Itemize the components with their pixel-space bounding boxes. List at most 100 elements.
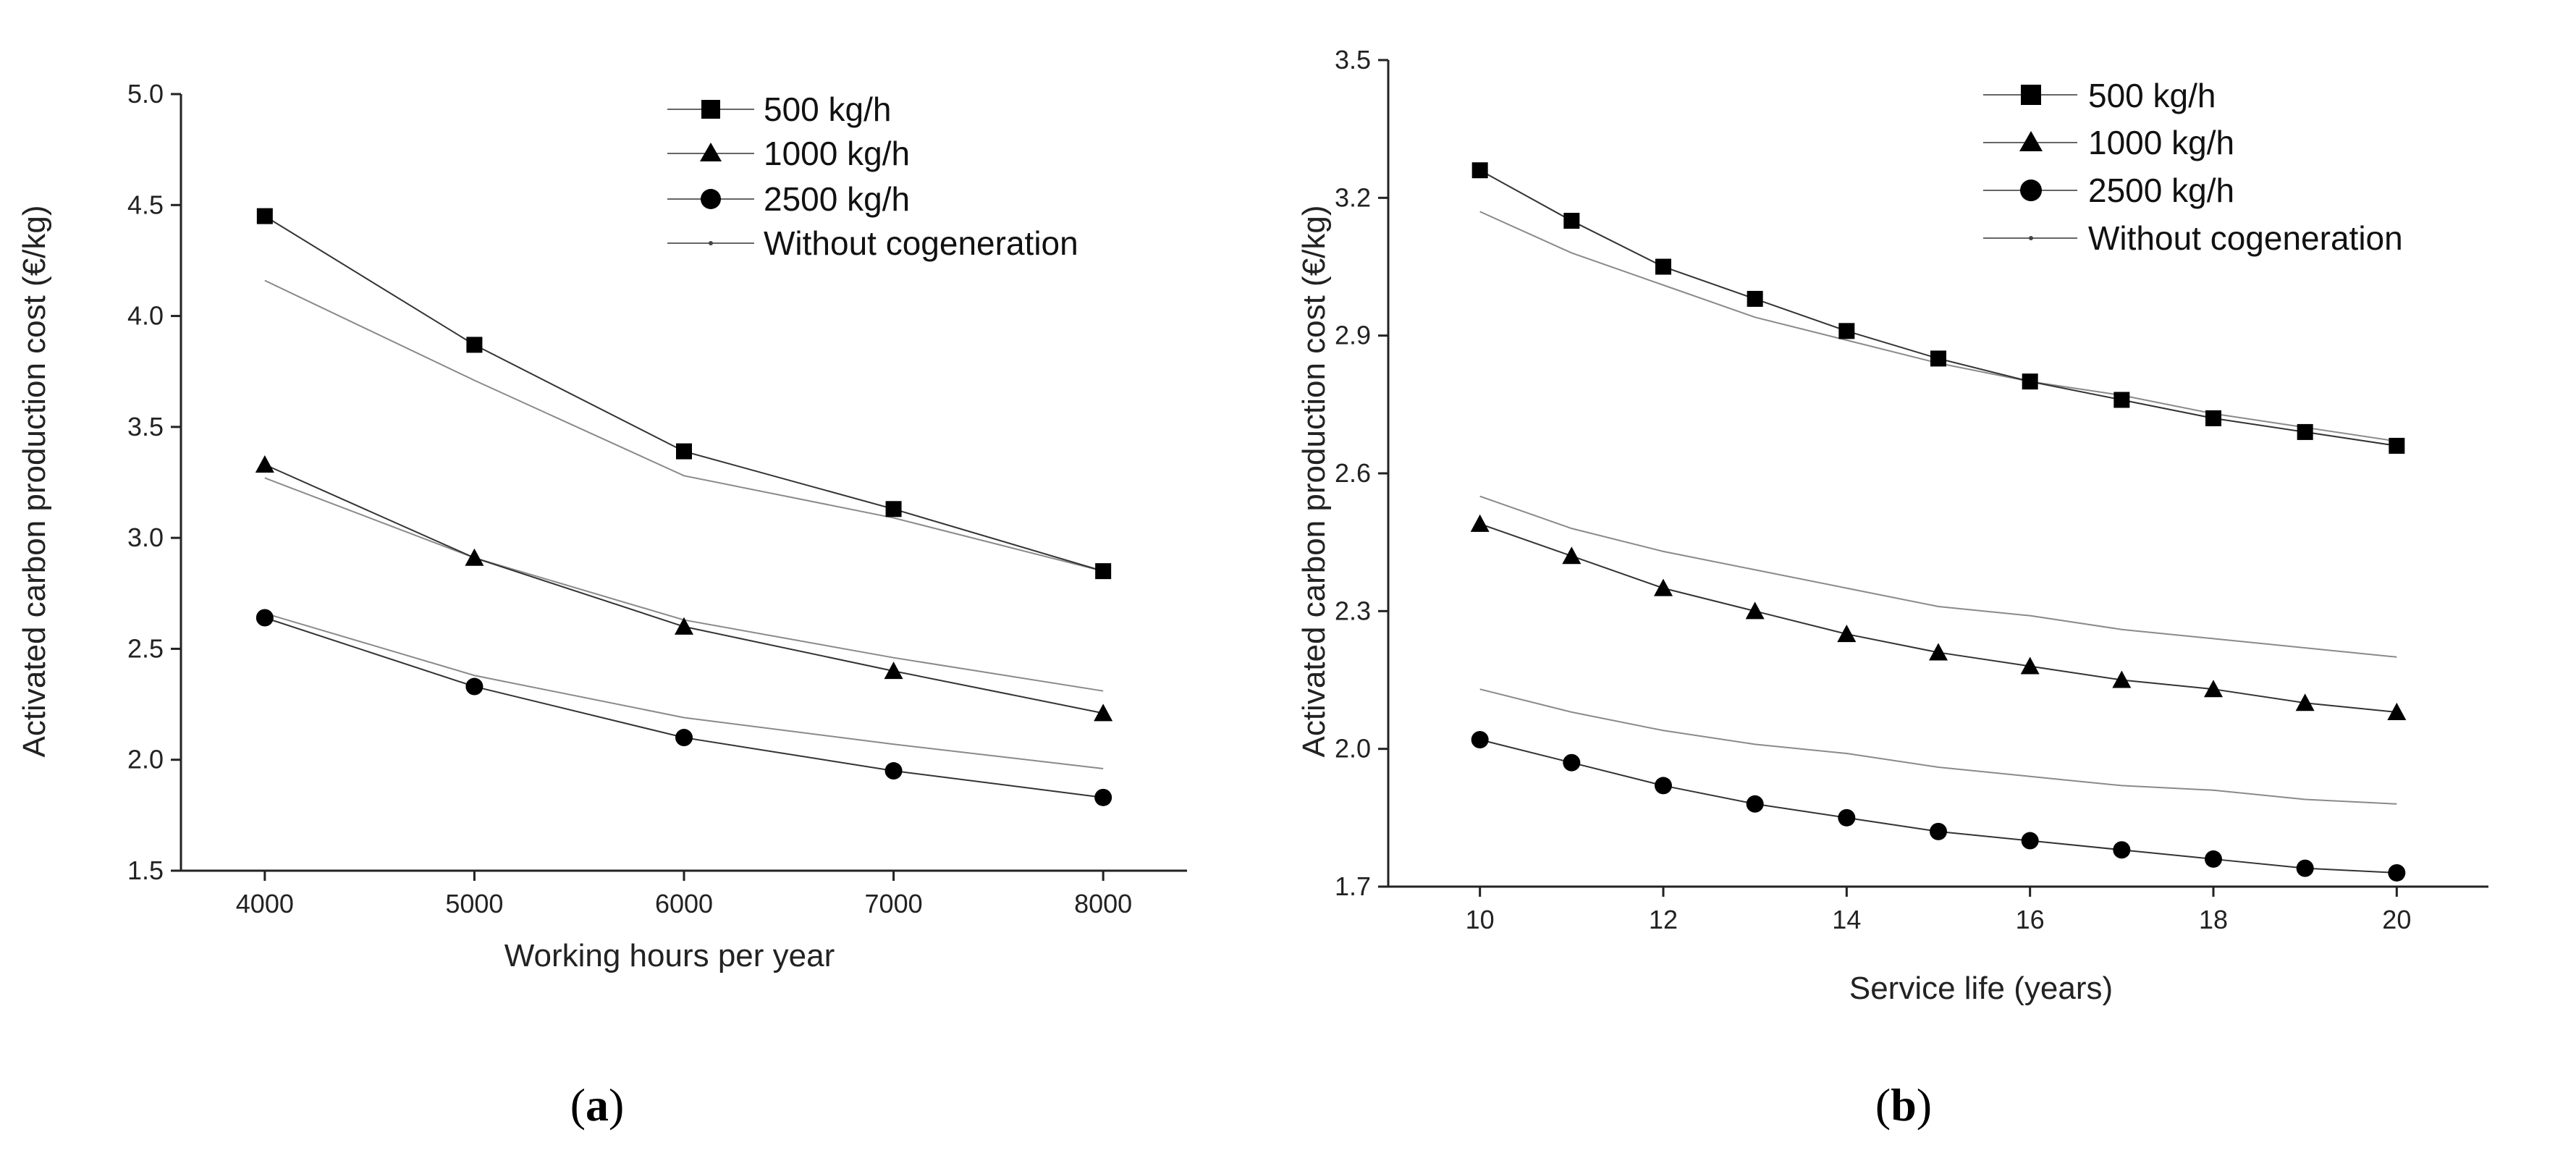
triangle-data-point	[1094, 704, 1113, 722]
panel-a-y-tick-label: 2.0	[127, 745, 164, 774]
triangle-data-point	[1837, 625, 1857, 643]
triangle-data-point	[1470, 514, 1490, 532]
triangle-data-point	[884, 662, 903, 680]
panel-b-x-tick-label: 14	[1832, 905, 1861, 934]
legend-label-2500: 2500 kg/h	[2088, 172, 2234, 209]
triangle-data-point	[465, 548, 484, 566]
legend-label-1000: 1000 kg/h	[764, 135, 910, 172]
square-data-point	[1838, 323, 1855, 339]
panel-b-y-tick-label: 3.2	[1335, 182, 1371, 212]
panel-a-chart: 4000 5000 6000 7000 8000 1.5 2.0 2.5 3.0 3.5 4.0 4.…	[17, 79, 1187, 973]
without-cogeneration-line	[264, 279, 1104, 573]
square-data-point	[1095, 563, 1112, 580]
panel-a-x-tick-label: 4000	[236, 889, 294, 918]
panel-a-y-tick-label: 3.5	[127, 412, 164, 442]
circle-data-point	[2388, 863, 2406, 882]
triangle-data-point	[255, 455, 274, 473]
square-data-point	[2022, 373, 2038, 390]
panel-a-x-axis-title: Working hours per year	[504, 938, 835, 973]
square-data-point	[256, 208, 273, 224]
panel-b-x-axis-title: Service life (years)	[1849, 971, 2113, 1006]
square-data-point	[1655, 258, 1671, 275]
panel-b-y-tick-label: 1.7	[1335, 871, 1371, 901]
square-data-point	[1747, 290, 1763, 307]
square-data-point	[885, 501, 902, 517]
circle-data-point	[465, 677, 483, 696]
legend-circle-marker	[2020, 179, 2042, 201]
series-line-circle	[264, 617, 1104, 798]
triangle-data-point	[1654, 578, 1673, 596]
triangle-data-point	[2387, 702, 2407, 720]
square-data-point	[2297, 423, 2313, 440]
circle-data-point	[2296, 859, 2314, 877]
circle-data-point	[884, 762, 903, 780]
circle-data-point	[256, 609, 274, 627]
legend-label-without-cogeneration: Without cogeneration	[764, 224, 1078, 262]
panel-a-x-tick-label: 6000	[655, 889, 713, 918]
panel-b-y-tick-label: 2.0	[1335, 734, 1371, 764]
triangle-data-point	[2295, 693, 2315, 711]
panel-a-x-tick-label: 8000	[1074, 889, 1132, 918]
square-data-point	[1930, 350, 1946, 367]
panel-a-x-tick-label: 7000	[865, 889, 923, 918]
panel-b-y-tick-label: 3.5	[1335, 45, 1371, 75]
circle-data-point	[1563, 753, 1581, 772]
circle-data-point	[1655, 777, 1672, 795]
panel-b-y-axis-title: Activated carbon production cost (€/kg)	[1296, 205, 1332, 757]
legend-square-marker	[701, 100, 720, 119]
series-line-triangle	[264, 464, 1104, 714]
panel-a-y-tick-label: 1.5	[127, 856, 164, 885]
panel-b-label: (b)	[1875, 1079, 1932, 1131]
panel-a-y-axis-title: Activated carbon production cost (€/kg)	[17, 205, 52, 757]
without-cogeneration-line	[264, 612, 1104, 769]
triangle-data-point	[1929, 643, 1948, 661]
legend-square-marker	[2021, 85, 2041, 105]
legend-dot-marker	[709, 241, 713, 245]
triangle-data-point	[675, 617, 693, 635]
circle-data-point	[675, 729, 693, 747]
series-line-circle	[1479, 739, 2397, 874]
legend-triangle-marker	[700, 143, 722, 161]
square-data-point	[1563, 213, 1580, 229]
circle-data-point	[1930, 822, 1947, 840]
panel-b-y-tick-label: 2.6	[1335, 458, 1371, 488]
panel-a-y-tick-label: 3.0	[127, 523, 164, 552]
square-data-point	[2113, 392, 2130, 408]
triangle-data-point	[2020, 656, 2040, 675]
triangle-data-point	[2112, 670, 2132, 688]
series-line-square	[264, 215, 1104, 573]
square-data-point	[676, 443, 692, 460]
legend-label-2500: 2500 kg/h	[764, 180, 910, 218]
circle-data-point	[1471, 730, 1489, 748]
panel-b-x-tick-label: 20	[2382, 905, 2411, 934]
triangle-data-point	[1745, 601, 1765, 620]
square-data-point	[2389, 437, 2405, 454]
panel-b-x-tick-label: 10	[1466, 905, 1495, 934]
panel-a-x-tick-label: 5000	[445, 889, 503, 918]
circle-data-point	[1094, 788, 1112, 806]
without-cogeneration-line	[1479, 495, 2397, 658]
circle-data-point	[1746, 795, 1764, 813]
square-data-point	[1471, 162, 1488, 179]
square-data-point	[2205, 410, 2221, 426]
panel-b-x-tick-label: 12	[1649, 905, 1678, 934]
panel-b-chart: 10 12 14 16 18 20 1.7 2.0 2.3 2.6 2.9 3.2 3.5 Servic…	[1296, 45, 2488, 1006]
panel-b-x-tick-label: 16	[2016, 905, 2045, 934]
panel-b-legend: 500 kg/h 1000 kg/h 2500 kg/h Without cog…	[1983, 77, 2403, 257]
triangle-data-point	[1562, 546, 1582, 565]
circle-data-point	[1838, 808, 1856, 827]
legend-triangle-marker	[2019, 131, 2043, 151]
panel-a-y-tick-label: 2.5	[127, 633, 164, 663]
panel-b-y-tick-label: 2.9	[1335, 321, 1371, 350]
legend-circle-marker	[701, 189, 721, 209]
panel-a-y-tick-label: 4.0	[127, 301, 164, 331]
legend-label-500: 500 kg/h	[2088, 77, 2216, 114]
triangle-data-point	[2204, 680, 2223, 698]
series-line-triangle	[1479, 523, 2397, 713]
circle-data-point	[2205, 850, 2222, 868]
panel-b-x-tick-label: 18	[2199, 905, 2228, 934]
panel-a-y-tick-label: 5.0	[127, 79, 164, 109]
panel-a-label: (a)	[570, 1079, 625, 1131]
circle-data-point	[2113, 841, 2131, 859]
legend-label-without-cogeneration: Without cogeneration	[2088, 219, 2403, 257]
